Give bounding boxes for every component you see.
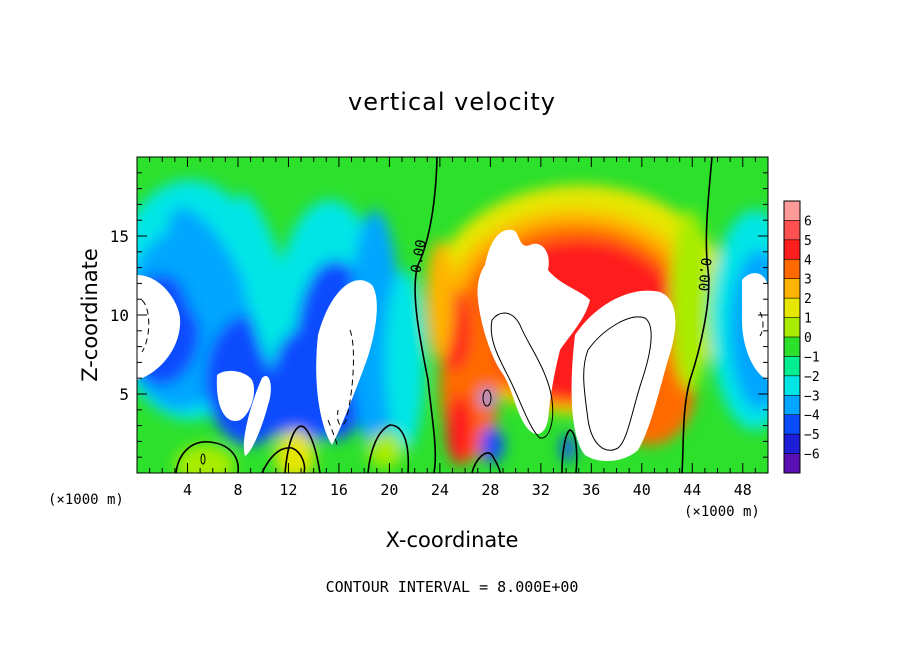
colorbar-swatch	[784, 239, 800, 260]
colorbar-swatch	[784, 201, 800, 221]
colorbar-swatch	[784, 453, 800, 474]
contour-label-left: 0.00	[408, 238, 430, 274]
colorbar-swatch	[784, 414, 800, 435]
inner-contours	[200, 312, 652, 465]
axis-ticks	[137, 157, 768, 473]
zero-contours	[175, 157, 713, 473]
colorbar-label: 6	[804, 214, 812, 229]
colorbar-label: −2	[804, 370, 820, 385]
colorbar-swatch	[784, 220, 800, 241]
colorbar-label: −6	[804, 448, 820, 463]
chart-title: vertical velocity	[348, 88, 556, 116]
y-tick-label: 15	[110, 227, 129, 246]
colorbar-swatch	[784, 337, 800, 357]
x-tick-labels: 4 8 12 16 20 24 28 32 36 40 44 48	[183, 481, 752, 499]
x-axis-label: X-coordinate	[385, 528, 519, 552]
x-tick-label: 28	[481, 481, 499, 499]
negative-contours	[141, 299, 764, 449]
contour-labels: 0.00 0.00	[408, 238, 714, 292]
x-tick-label: 36	[582, 481, 600, 499]
colorbar-label: −5	[804, 428, 820, 443]
colorbar-swatch	[784, 317, 800, 338]
colorbar-label: 0	[804, 331, 812, 346]
x-tick-label: 20	[380, 481, 398, 499]
contour-label-right: 0.00	[695, 257, 714, 292]
velocity-field	[137, 157, 768, 473]
y-axis-label: Z-coordinate	[78, 248, 102, 382]
colorbar-swatch	[784, 434, 800, 455]
colorbar-swatch	[784, 356, 800, 377]
colorbar-label: 5	[804, 234, 812, 249]
colorbar-swatch	[784, 259, 800, 280]
colorbar-label: −4	[804, 409, 820, 424]
x-tick-label: 16	[330, 481, 348, 499]
y-tick-label: 10	[110, 306, 129, 325]
x-unit-left: (×1000 m)	[48, 492, 124, 508]
x-tick-label: 40	[633, 481, 651, 499]
colorbar-label: −1	[804, 350, 820, 365]
colorbar: 6 5 4 3 2 1 0 −1 −2 −3 −4 −5 −6	[783, 200, 820, 474]
x-tick-label: 8	[233, 481, 242, 499]
x-tick-label: 12	[279, 481, 297, 499]
colorbar-swatch	[784, 375, 800, 396]
y-tick-labels: 5 10 15	[110, 227, 129, 404]
colorbar-label: 3	[804, 273, 812, 288]
y-tick-label: 5	[119, 385, 129, 404]
colorbar-swatch	[784, 278, 800, 299]
colorbar-label: 1	[804, 312, 812, 327]
x-tick-label: 4	[183, 481, 192, 499]
x-unit-right: (×1000 m)	[684, 504, 760, 520]
colorbar-label: 2	[804, 292, 812, 307]
x-tick-label: 44	[683, 481, 701, 499]
colorbar-swatch	[784, 298, 800, 319]
x-tick-label: 48	[734, 481, 752, 499]
colorbar-label: −3	[804, 389, 820, 404]
colorbar-swatch	[784, 395, 800, 416]
contour-interval: CONTOUR INTERVAL = 8.000E+00	[325, 578, 579, 596]
colorbar-label: 4	[804, 253, 812, 268]
x-tick-label: 24	[431, 481, 449, 499]
x-tick-label: 32	[532, 481, 550, 499]
